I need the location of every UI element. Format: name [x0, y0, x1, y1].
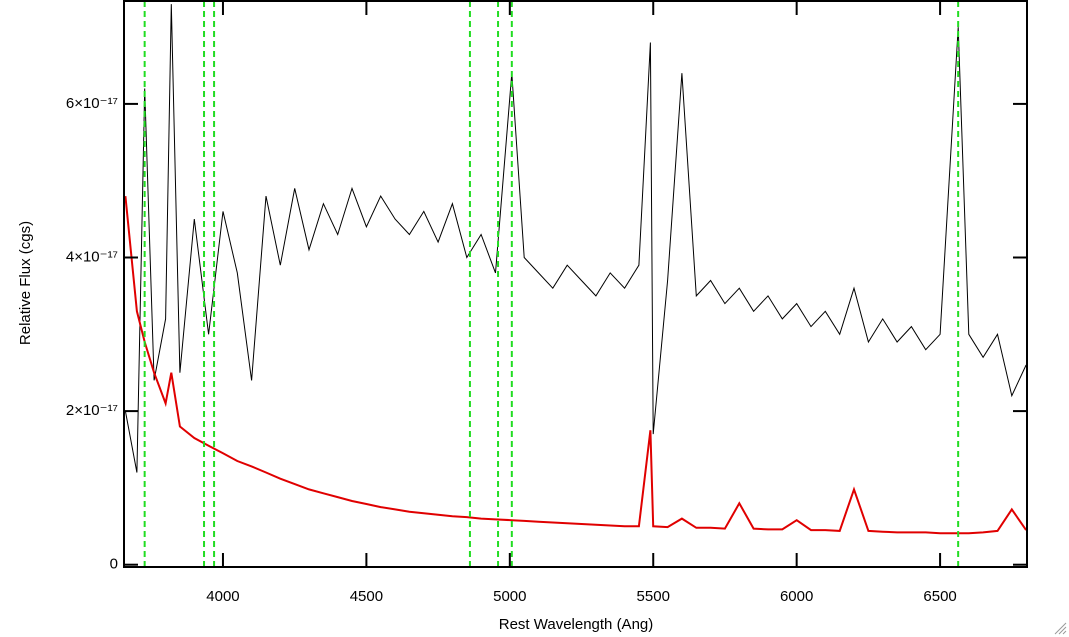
x-tick-label: 4000 [206, 588, 239, 605]
y-tick-label: 2×10⁻¹⁷ [66, 402, 118, 419]
x-tick-label: 6500 [923, 588, 956, 605]
y-tick-label: 0 [110, 556, 118, 573]
spectrum-line [124, 4, 1027, 473]
y-axis-label: Relative Flux (cgs) [17, 221, 34, 345]
plot-frame [123, 0, 1028, 568]
x-tick-label: 5000 [493, 588, 526, 605]
x-tick-label: 4500 [350, 588, 383, 605]
resize-grip [1054, 622, 1067, 635]
x-tick-label: 5500 [637, 588, 670, 605]
x-axis-label: Rest Wavelength (Ang) [499, 616, 654, 633]
spectrum-line [124, 196, 1027, 535]
y-tick-label: 6×10⁻¹⁷ [66, 95, 118, 112]
x-tick-label: 6000 [780, 588, 813, 605]
y-tick-label: 4×10⁻¹⁷ [66, 248, 118, 265]
